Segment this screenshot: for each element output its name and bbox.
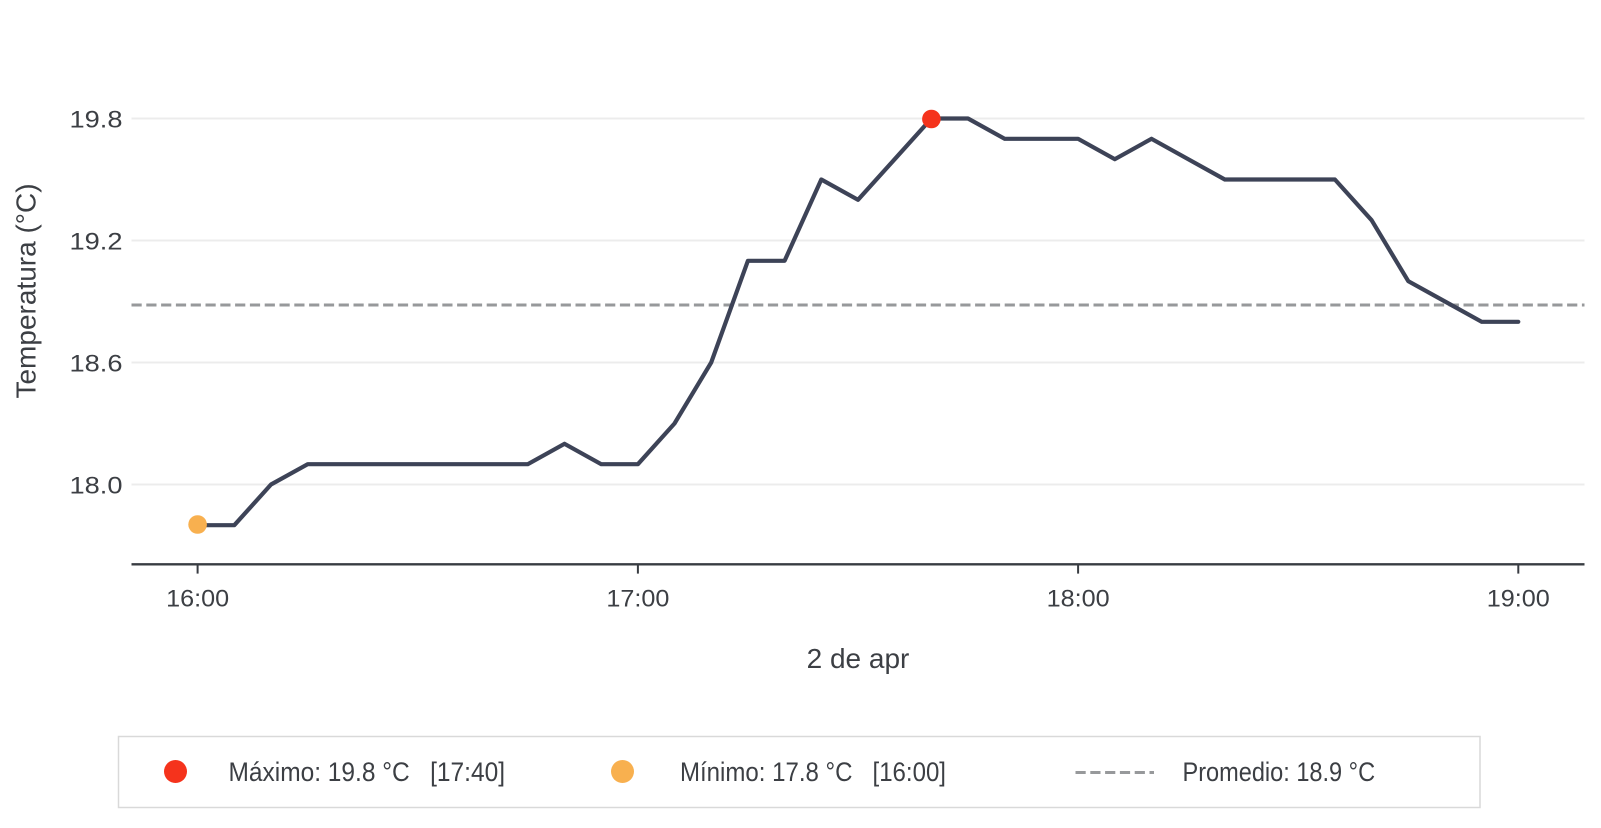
svg-text:17:00: 17:00 — [606, 586, 669, 613]
svg-text:Promedio: 18.9 °C: Promedio: 18.9 °C — [1183, 757, 1376, 787]
svg-text:16:00: 16:00 — [166, 586, 229, 613]
svg-text:Temperatura (°C): Temperatura (°C) — [11, 183, 42, 398]
svg-text:Mínimo: 17.8 °C [16:00]: Mínimo: 17.8 °C [16:00] — [680, 757, 946, 787]
svg-text:18:00: 18:00 — [1047, 586, 1110, 613]
svg-text:19.2: 19.2 — [70, 229, 123, 256]
svg-text:19.8: 19.8 — [70, 107, 123, 134]
svg-text:2 de apr: 2 de apr — [807, 643, 910, 674]
svg-text:19:00: 19:00 — [1487, 586, 1550, 613]
svg-text:18.0: 18.0 — [70, 473, 123, 500]
svg-text:Máximo: 19.8 °C [17:40]: Máximo: 19.8 °C [17:40] — [229, 757, 506, 787]
svg-text:18.6: 18.6 — [70, 351, 123, 378]
